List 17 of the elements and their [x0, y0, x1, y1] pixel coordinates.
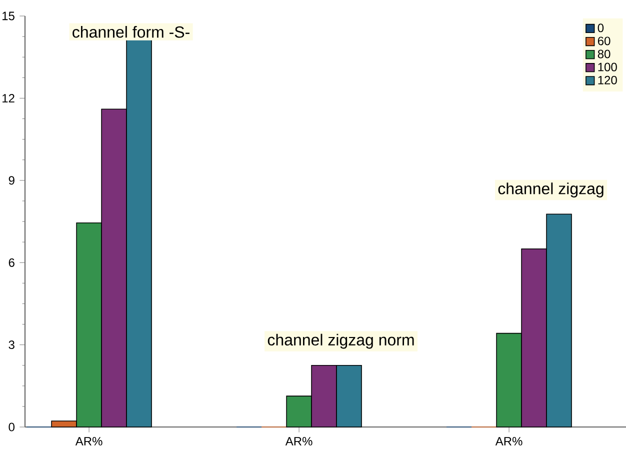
y-tick-label: 0	[8, 422, 14, 432]
y-tick-label: 6	[8, 258, 14, 267]
x-tick-label: AR%	[75, 437, 102, 446]
legend-label: 0	[598, 24, 604, 32]
annotation: channel zigzag	[498, 182, 604, 198]
x-tick-label: AR%	[495, 437, 522, 446]
x-tick-label: AR%	[285, 437, 312, 446]
annotation: channel form -S-	[72, 26, 190, 38]
legend-label: 80	[598, 50, 610, 58]
y-tick-label: 12	[2, 94, 14, 102]
legend-label: 60	[598, 36, 610, 46]
legend-label: 100	[598, 62, 617, 72]
y-tick-label: 9	[8, 176, 14, 185]
y-tick-label: 3	[8, 340, 14, 350]
y-tick-label: 15	[2, 12, 14, 20]
annotation: channel zigzag norm	[268, 334, 414, 349]
legend-label: 120	[598, 76, 617, 84]
